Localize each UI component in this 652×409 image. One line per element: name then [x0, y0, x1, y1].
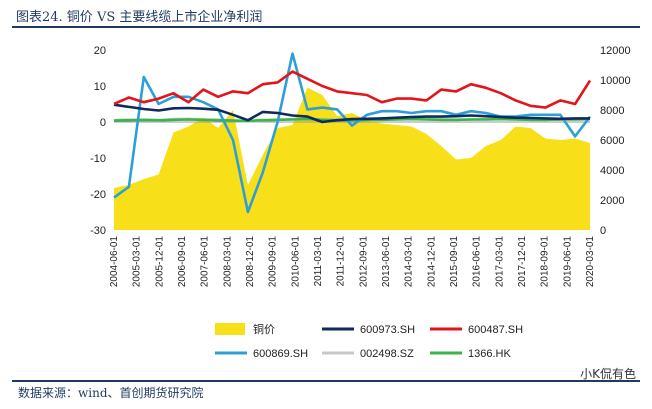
legend-item: 铜价 [215, 322, 275, 336]
chart: -30 -20 -10 0 10 20 0 2000 4000 6000 8000 10000 1200… [90, 45, 631, 360]
x-tick-label: 2006-09-01 [177, 236, 188, 288]
x-tick-label: 2014-12-01 [426, 236, 437, 288]
x-tick-label: 2013-06-01 [381, 236, 392, 288]
legend-label: 002498.SZ [360, 348, 414, 360]
y-right-tick-label: 2000 [600, 195, 624, 207]
x-tick-label: 2018-09-01 [540, 236, 551, 288]
y-left-tick-label: -10 [90, 153, 106, 165]
x-tick-label: 2016-06-01 [472, 236, 483, 288]
legend-label: 铜价 [253, 322, 275, 336]
legend-item: 002498.SZ [322, 348, 414, 360]
y-left-tick-label: -30 [90, 225, 106, 237]
x-tick-label: 2007-06-01 [200, 236, 211, 288]
y-right-tick-label: 0 [600, 225, 606, 237]
area-series-copper-price [114, 87, 590, 230]
legend-label: 600869.SH [253, 348, 308, 360]
chart-title-bar: 图表24. 铜价 VS 主要线缆上市企业净利润 [12, 4, 640, 28]
y-right-tick-label: 8000 [600, 105, 624, 117]
x-tick-label: 2010-06-01 [290, 236, 301, 288]
x-tick-label: 2005-03-01 [132, 236, 143, 288]
x-tick-label: 2008-03-01 [222, 236, 233, 288]
x-tick-label: 2017-03-01 [494, 236, 505, 288]
legend-label: 600973.SH [360, 324, 415, 336]
y-right-tick-label: 10000 [600, 75, 631, 87]
y-right-tick-label: 6000 [600, 135, 624, 147]
legend-item: 1366.HK [430, 348, 511, 360]
x-tick-label: 2008-12-01 [245, 236, 256, 288]
legend-item: 600487.SH [430, 324, 523, 336]
legend-label: 1366.HK [468, 348, 511, 360]
x-tick-label: 2015-09-01 [449, 236, 460, 288]
x-tick-label: 2017-12-01 [517, 236, 528, 288]
x-tick-label: 2020-03-01 [585, 236, 596, 288]
chart-title: 图表24. 铜价 VS 主要线缆上市企业净利润 [16, 10, 263, 25]
watermark: 小K侃有色 [580, 367, 636, 381]
x-tick-label: 2011-03-01 [313, 236, 324, 287]
legend-item: 600973.SH [322, 324, 415, 336]
source-note: 数据来源：wind、首创期货研究院 [18, 386, 204, 400]
legend-item: 600869.SH [215, 348, 308, 360]
y-left-tick-label: 10 [94, 81, 106, 93]
x-tick-label: 2004-06-01 [109, 236, 120, 288]
line-series-600973-sh [113, 103, 590, 124]
x-tick-label: 2014-03-01 [404, 236, 415, 288]
y-left-tick-label: -20 [90, 189, 106, 201]
x-tick-label: 2011-12-01 [336, 236, 347, 287]
y-right-tick-label: 4000 [600, 165, 624, 177]
legend-label: 600487.SH [468, 324, 523, 336]
line-series-600487-sh [113, 70, 592, 109]
x-tick-label: 2005-12-01 [154, 236, 165, 288]
y-left-tick-label: 0 [100, 117, 106, 129]
x-tick-label: 2012-09-01 [358, 236, 369, 288]
source-bar: 数据来源：wind、首创期货研究院 [12, 380, 640, 402]
y-right-tick-label: 12000 [600, 45, 631, 57]
y-left-tick-label: 20 [94, 45, 106, 57]
x-tick-label: 2019-06-01 [562, 236, 573, 288]
legend-swatch [215, 323, 245, 335]
x-tick-label: 2009-09-01 [268, 236, 279, 288]
